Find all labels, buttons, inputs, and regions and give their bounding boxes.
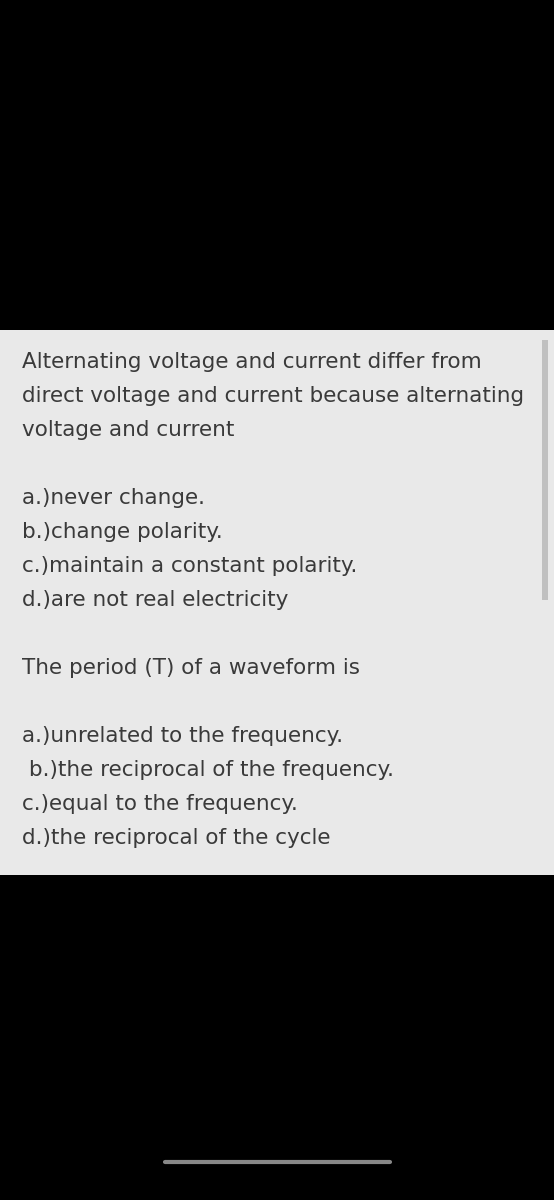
Text: d.)the reciprocal of the cycle: d.)the reciprocal of the cycle — [22, 828, 331, 848]
Text: Alternating voltage and current differ from: Alternating voltage and current differ f… — [22, 352, 482, 372]
Text: a.)unrelated to the frequency.: a.)unrelated to the frequency. — [22, 726, 343, 746]
Text: b.)the reciprocal of the frequency.: b.)the reciprocal of the frequency. — [22, 760, 394, 780]
Text: d.)are not real electricity: d.)are not real electricity — [22, 590, 289, 610]
Text: The period (T) of a waveform is: The period (T) of a waveform is — [22, 658, 360, 678]
Text: a.)never change.: a.)never change. — [22, 488, 205, 508]
Text: direct voltage and current because alternating: direct voltage and current because alter… — [22, 386, 524, 406]
Text: b.)change polarity.: b.)change polarity. — [22, 522, 223, 542]
Text: voltage and current: voltage and current — [22, 420, 234, 440]
Text: c.)maintain a constant polarity.: c.)maintain a constant polarity. — [22, 556, 357, 576]
Bar — [542, 340, 548, 600]
Text: c.)equal to the frequency.: c.)equal to the frequency. — [22, 794, 298, 814]
Bar — [0, 330, 554, 875]
